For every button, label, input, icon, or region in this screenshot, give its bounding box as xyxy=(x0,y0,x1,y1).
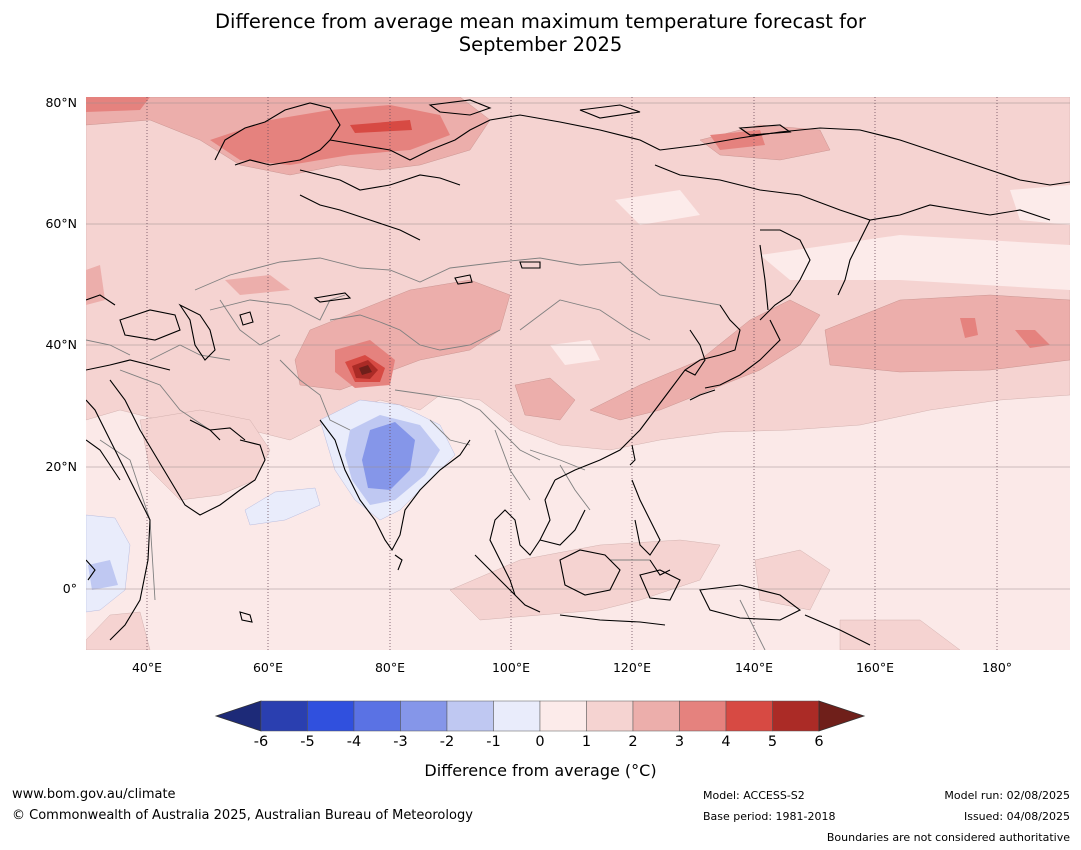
anomaly-3-4-pacific-a xyxy=(960,318,978,338)
anomaly-neg-2-3-india xyxy=(362,422,415,490)
colorbar-tick-label: -2 xyxy=(439,734,455,750)
lon-label-80e: 80°E xyxy=(374,660,406,675)
colorbar-segment xyxy=(725,700,773,732)
coastlines xyxy=(86,99,1070,646)
title-line-2: September 2025 xyxy=(458,33,623,56)
lon-label-180: 180° xyxy=(981,660,1013,675)
anomaly-0-1-siberia xyxy=(615,190,700,225)
lon-label-40e: 40°E xyxy=(131,660,163,675)
boundaries-disclaimer: Boundaries are not considered authoritat… xyxy=(826,831,1070,844)
anomaly-1-2-pacific xyxy=(754,549,831,611)
copyright-notice: © Commonwealth of Australia 2025, Austra… xyxy=(12,808,473,823)
colorbar-tick-label: -1 xyxy=(486,734,501,750)
anomaly-1-2-indian-ocean xyxy=(449,539,721,621)
colorbar-segment xyxy=(586,700,634,732)
base-period: Base period: 1981-2018 xyxy=(703,810,836,823)
lon-label-100e: 100°E xyxy=(491,660,530,675)
colorbar-label: Difference from average (°C) xyxy=(424,761,657,780)
colorbar-segment xyxy=(493,700,541,732)
anomaly-2-3-pacific xyxy=(824,294,1070,373)
anomaly-1-2-south xyxy=(839,619,961,650)
anomaly-2-3-china xyxy=(514,377,576,421)
anomaly-1-2-africa xyxy=(86,611,151,650)
colorbar-tick-label: -5 xyxy=(300,734,315,750)
anomaly-3-4-north-pole xyxy=(86,97,150,112)
colorbar-tick-label: 5 xyxy=(767,734,778,750)
colorbar-segment xyxy=(353,700,401,732)
model-run-date: Model run: 02/08/2025 xyxy=(944,789,1070,802)
colorbar-segment xyxy=(260,700,308,732)
colorbar-arrow-low xyxy=(214,700,262,732)
anomaly-2-3-kazakh xyxy=(225,275,290,295)
map-area xyxy=(86,97,1070,650)
colorbar-tick-label: 3 xyxy=(674,734,685,750)
anomaly-4-5-scandinavia xyxy=(350,120,412,133)
colorbar xyxy=(214,700,866,732)
latitude-gridlines xyxy=(86,102,1070,590)
anomaly-3-4-pacific-b xyxy=(1015,330,1050,348)
anomaly-neg-1-2-africa xyxy=(88,560,118,590)
colorbar-tick-label: -3 xyxy=(393,734,408,750)
colorbar-tick-label: -6 xyxy=(253,734,269,750)
longitude-gridlines xyxy=(146,97,998,650)
anomaly-0-1-pacific-nw xyxy=(1010,185,1070,225)
lon-label-120e: 120°E xyxy=(612,660,651,675)
anomaly-gt6-himalaya xyxy=(359,365,372,375)
anomaly-0-1-china xyxy=(550,340,600,365)
colorbar-segment xyxy=(679,700,727,732)
website-link[interactable]: www.bom.gov.au/climate xyxy=(12,787,176,802)
colorbar-tick-label: 0 xyxy=(535,734,545,750)
anomaly-neg-0-1-arabian-sea xyxy=(244,487,321,526)
colorbar-tick-label: 4 xyxy=(721,734,731,750)
colorbar-tick-label: 6 xyxy=(814,734,824,750)
lat-label-0: 0° xyxy=(62,581,77,596)
lon-label-60e: 60°E xyxy=(252,660,284,675)
colorbar-segment xyxy=(539,700,587,732)
lat-label-40n: 40°N xyxy=(45,337,77,352)
colorbar-segment xyxy=(446,700,494,732)
chart-title: Difference from average mean maximum tem… xyxy=(0,10,1081,56)
title-line-1: Difference from average mean maximum tem… xyxy=(215,10,866,33)
issued-date: Issued: 04/08/2025 xyxy=(963,810,1070,823)
lat-label-60n: 60°N xyxy=(45,216,77,231)
model-name: Model: ACCESS-S2 xyxy=(703,789,805,802)
colorbar-segment xyxy=(307,700,355,732)
colorbar-tick-label: 1 xyxy=(581,734,592,750)
lon-label-140e: 140°E xyxy=(734,660,773,675)
colorbar-tick-label: 2 xyxy=(628,734,638,750)
colorbar-arrow-high xyxy=(818,700,866,732)
colorbar-segment xyxy=(632,700,680,732)
colorbar-tick-label: -4 xyxy=(346,734,362,750)
lat-label-80n: 80°N xyxy=(45,95,77,110)
colorbar-segment xyxy=(400,700,448,732)
anomaly-0-1-pacific-band xyxy=(760,235,1070,290)
lat-label-20n: 20°N xyxy=(45,459,77,474)
lon-label-160e: 160°E xyxy=(855,660,894,675)
colorbar-segment xyxy=(772,700,820,732)
